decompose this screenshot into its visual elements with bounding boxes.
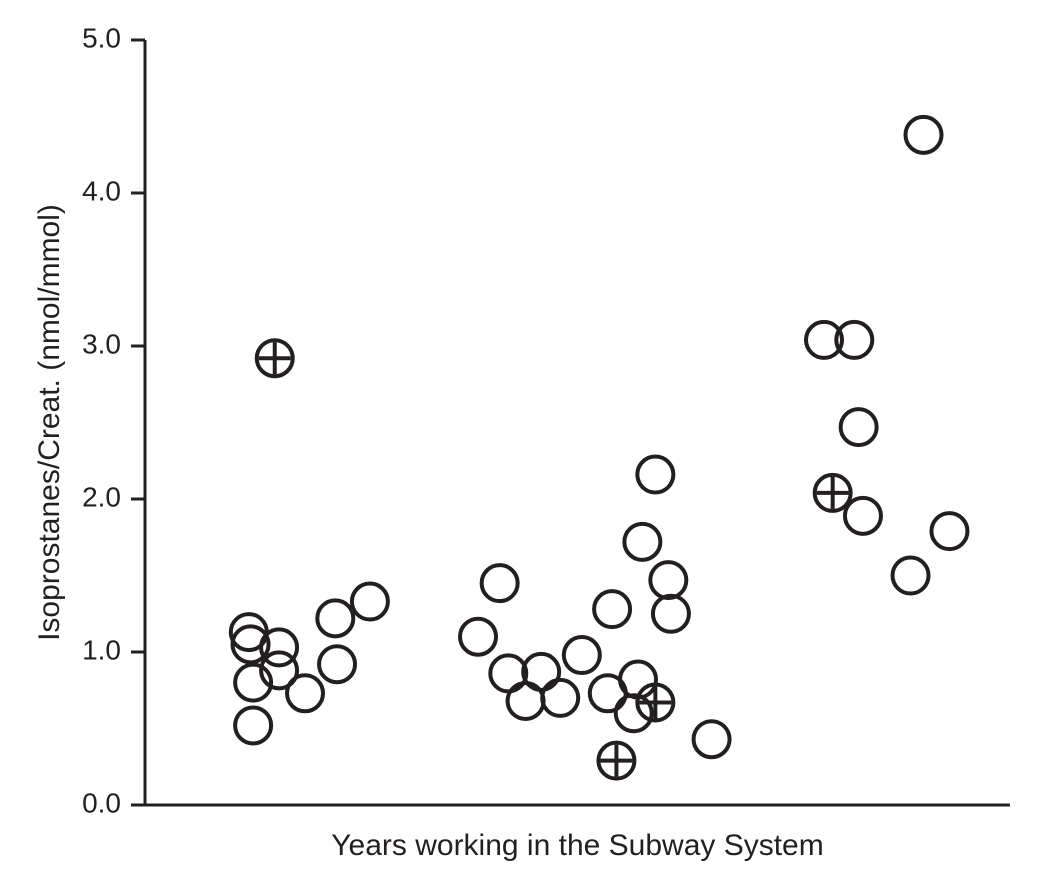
data-point-open-circle — [287, 675, 323, 711]
data-point-open-circle — [906, 117, 942, 153]
data-point-circle-plus — [257, 340, 293, 376]
data-point-open-circle — [523, 654, 559, 690]
chart-svg: 0.0 1.0 2.0 3.0 4.0 5.0 Isoprostanes/Creat. (n… — [0, 0, 1050, 893]
y-tick-label: 5.0 — [82, 22, 121, 53]
data-point-open-circle — [650, 562, 686, 598]
data-point-circle-plus — [637, 684, 673, 720]
data-point-open-circle — [594, 591, 630, 627]
data-point-open-circle — [564, 637, 600, 673]
data-point-open-circle — [317, 600, 353, 636]
data-point-open-circle — [694, 721, 730, 757]
data-point-open-circle — [460, 619, 496, 655]
data-point-open-circle — [352, 584, 388, 620]
data-point-open-circle — [845, 498, 881, 534]
y-tick-label: 3.0 — [82, 328, 121, 359]
data-point-open-circle — [931, 513, 967, 549]
data-point-open-circle — [637, 457, 673, 493]
data-point-open-circle — [319, 646, 355, 682]
data-point-circle-plus — [815, 475, 851, 511]
data-point-open-circle — [624, 524, 660, 560]
y-tick-label: 2.0 — [82, 481, 121, 512]
data-point-open-circle — [653, 596, 689, 632]
y-tick-label: 1.0 — [82, 634, 121, 665]
y-tick-label: 4.0 — [82, 175, 121, 206]
data-point-open-circle — [893, 558, 929, 594]
data-point-open-circle — [482, 565, 518, 601]
y-tick-label: 0.0 — [82, 787, 121, 818]
data-point-open-circle — [490, 655, 526, 691]
x-axis-title: Years working in the Subway System — [331, 829, 823, 862]
data-point-open-circle — [620, 662, 656, 698]
data-point-circle-plus — [598, 743, 634, 779]
scatter-chart: 0.0 1.0 2.0 3.0 4.0 5.0 Isoprostanes/Creat. (n… — [0, 0, 1050, 893]
data-point-open-circle — [235, 707, 271, 743]
data-point-open-circle — [542, 680, 578, 716]
y-axis-title: Isoprostanes/Creat. (nmol/mmol) — [33, 204, 66, 641]
data-point-open-circle — [841, 409, 877, 445]
